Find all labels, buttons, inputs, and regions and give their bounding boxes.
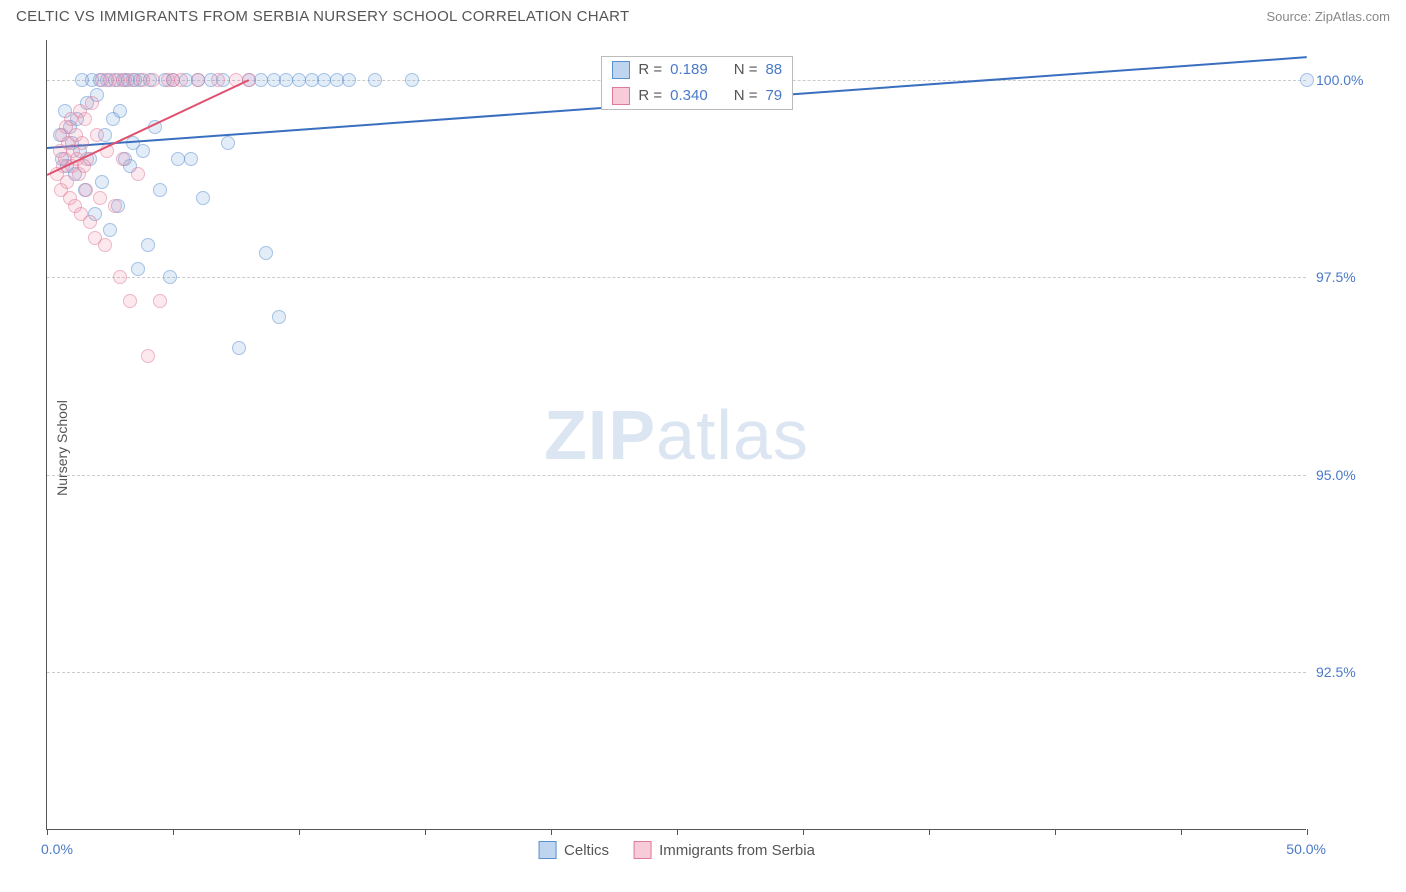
data-point [116,152,130,166]
series-legend-item: Immigrants from Serbia [633,841,815,859]
data-point [75,136,89,150]
data-point [93,191,107,205]
legend-r-value: 0.340 [670,87,708,104]
x-tick [173,829,174,835]
data-point [196,191,210,205]
data-point [146,73,160,87]
data-point [123,294,137,308]
x-tick [803,829,804,835]
y-tick-label: 92.5% [1316,664,1386,680]
chart-container: Nursery School ZIPatlas 92.5%95.0%97.5%1… [38,40,1388,855]
x-tick [1181,829,1182,835]
data-point [103,223,117,237]
x-tick-label-max: 50.0% [1286,841,1326,857]
stats-legend-row: R = 0.189 N = 88 [602,57,792,83]
legend-n-label: N = [734,87,758,104]
chart-header: CELTIC VS IMMIGRANTS FROM SERBIA NURSERY… [0,0,1406,29]
data-point [78,112,92,126]
series-legend: Celtics Immigrants from Serbia [538,841,815,859]
data-point [131,262,145,276]
y-tick-label: 95.0% [1316,467,1386,483]
watermark-text-2: atlas [656,396,809,474]
legend-n-label: N = [734,61,758,78]
data-point [131,167,145,181]
stats-legend-row: R = 0.340 N = 79 [602,83,792,109]
data-point [342,73,356,87]
x-tick [299,829,300,835]
y-tick-label: 97.5% [1316,269,1386,285]
data-point [83,215,97,229]
data-point [211,73,225,87]
data-point [405,73,419,87]
legend-r-value: 0.189 [670,61,708,78]
x-tick [425,829,426,835]
data-point [108,199,122,213]
data-point [98,238,112,252]
data-point [272,310,286,324]
data-point [259,246,273,260]
data-point [368,73,382,87]
gridline [47,277,1306,278]
data-point [113,104,127,118]
data-point [95,175,109,189]
data-point [113,270,127,284]
watermark: ZIPatlas [544,395,809,475]
data-point [174,73,188,87]
gridline [47,475,1306,476]
legend-swatch [612,87,630,105]
data-point [136,144,150,158]
y-tick-label: 100.0% [1316,72,1386,88]
source-label: Source: ZipAtlas.com [1266,9,1390,24]
x-tick [677,829,678,835]
data-point [184,152,198,166]
legend-swatch [538,841,556,859]
data-point [79,183,93,197]
legend-r-label: R = [638,87,662,104]
legend-swatch [633,841,651,859]
x-tick [929,829,930,835]
legend-swatch [612,61,630,79]
legend-n-value: 88 [765,61,782,78]
data-point [221,136,235,150]
series-legend-label: Immigrants from Serbia [659,842,815,859]
data-point [141,349,155,363]
data-point [153,183,167,197]
data-point [191,73,205,87]
plot-area: ZIPatlas 92.5%95.0%97.5%100.0%0.0%50.0%R… [46,40,1306,830]
x-tick [1307,829,1308,835]
series-legend-item: Celtics [538,841,609,859]
data-point [163,270,177,284]
series-legend-label: Celtics [564,842,609,859]
legend-r-label: R = [638,61,662,78]
x-tick [47,829,48,835]
data-point [90,128,104,142]
legend-n-value: 79 [765,87,782,104]
x-tick [551,829,552,835]
stats-legend: R = 0.189 N = 88 R = 0.340 N = 79 [601,56,793,110]
data-point [141,238,155,252]
watermark-text-1: ZIP [544,396,656,474]
data-point [85,96,99,110]
chart-title: CELTIC VS IMMIGRANTS FROM SERBIA NURSERY… [16,8,629,25]
data-point [153,294,167,308]
gridline [47,672,1306,673]
x-tick-label-min: 0.0% [41,841,73,857]
data-point [1300,73,1314,87]
data-point [232,341,246,355]
x-tick [1055,829,1056,835]
